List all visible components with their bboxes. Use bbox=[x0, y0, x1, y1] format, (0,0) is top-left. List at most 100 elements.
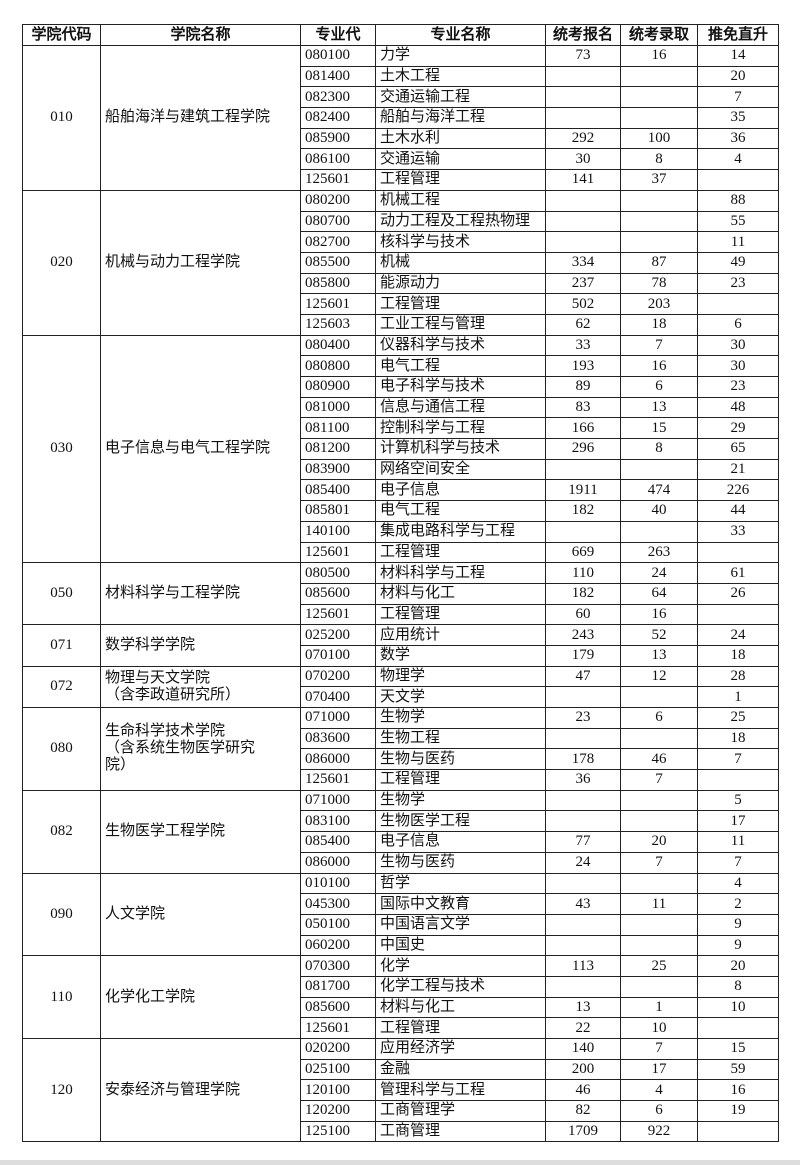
major-name: 国际中文教育 bbox=[375, 893, 546, 915]
school-name: 电子信息与电气工程学院 bbox=[100, 334, 301, 564]
exempt-admitted: 23 bbox=[697, 272, 779, 295]
header-cell: 学院名称 bbox=[100, 24, 301, 46]
major-name: 电气工程 bbox=[375, 500, 546, 522]
major-name: 工程管理 bbox=[375, 169, 546, 191]
exam-admitted: 52 bbox=[620, 624, 698, 646]
major-name: 工程管理 bbox=[375, 1017, 546, 1039]
major-name: 生物学 bbox=[375, 707, 546, 729]
major-name: 土木工程 bbox=[375, 65, 546, 88]
table-wrap: 学院代码 学院名称 专业代 专业名称 统考报名 统考录取 推免直升 010 船舶海洋与建筑工程学… bbox=[22, 24, 779, 1143]
table-row: 085801 电气工程 182 40 44 bbox=[23, 500, 779, 522]
exam-applicants: 47 bbox=[545, 665, 621, 688]
major-name: 能源动力 bbox=[375, 272, 546, 295]
exempt-admitted: 29 bbox=[697, 417, 779, 440]
table-row: 050 材料科学与工程学院 080500 材料科学与工程 110 24 61 bbox=[22, 562, 779, 626]
exam-applicants: 62 bbox=[545, 313, 621, 336]
exam-applicants bbox=[545, 520, 621, 543]
table-row: 082300 交通运输工程 7 bbox=[23, 86, 779, 109]
exam-admitted: 15 bbox=[620, 417, 698, 440]
major-name: 力学 bbox=[375, 45, 546, 67]
exam-admitted bbox=[620, 789, 698, 812]
exam-applicants: 46 bbox=[545, 1079, 621, 1102]
major-name: 生物医学工程 bbox=[375, 810, 546, 833]
exam-applicants: 30 bbox=[545, 148, 621, 171]
exam-applicants: 502 bbox=[545, 293, 621, 315]
table-row: 125601 工程管理 60 16 bbox=[23, 603, 779, 626]
exam-applicants: 73 bbox=[545, 45, 621, 67]
major-name: 电子科学与技术 bbox=[375, 376, 546, 398]
major-code: 081200 bbox=[300, 438, 376, 460]
exam-admitted bbox=[620, 810, 698, 833]
table-row: 125601 工程管理 502 203 bbox=[23, 293, 779, 315]
exam-applicants: 182 bbox=[545, 582, 621, 605]
exam-applicants: 179 bbox=[545, 644, 621, 667]
table-row: 082400 船舶与海洋工程 35 bbox=[23, 107, 779, 129]
exam-admitted: 6 bbox=[620, 376, 698, 398]
major-code: 082400 bbox=[300, 107, 376, 129]
school-code: 082 bbox=[22, 789, 101, 874]
school-name-line: （含系统生物医学研究 bbox=[105, 740, 256, 757]
table-row: 120 安泰经济与管理学院 020200 应用经济学 140 7 15 bbox=[22, 1037, 779, 1143]
exam-applicants bbox=[545, 458, 621, 481]
exempt-admitted: 33 bbox=[697, 520, 779, 543]
school-code: 010 bbox=[22, 45, 101, 191]
exempt-admitted: 36 bbox=[697, 127, 779, 150]
major-code: 060200 bbox=[300, 934, 376, 957]
exempt-admitted: 16 bbox=[697, 1079, 779, 1102]
exam-applicants: 182 bbox=[545, 500, 621, 522]
major-code: 125601 bbox=[300, 603, 376, 626]
major-code: 080800 bbox=[300, 355, 376, 377]
school-code: 030 bbox=[22, 334, 101, 564]
exempt-admitted: 7 bbox=[697, 86, 779, 109]
major-code: 085900 bbox=[300, 127, 376, 150]
exam-admitted: 7 bbox=[620, 334, 698, 357]
major-code: 125601 bbox=[300, 541, 376, 564]
major-code: 081400 bbox=[300, 65, 376, 88]
major-name: 化学 bbox=[375, 955, 546, 977]
major-code: 025100 bbox=[300, 1058, 376, 1081]
header-cell: 专业名称 bbox=[375, 24, 546, 46]
major-name: 生物与医药 bbox=[375, 748, 546, 771]
major-code: 082300 bbox=[300, 86, 376, 109]
major-name: 管理科学与工程 bbox=[375, 1079, 546, 1102]
table-row: 125100 工商管理 1709 922 bbox=[23, 1120, 779, 1143]
school-code: 071 bbox=[22, 624, 101, 667]
exempt-admitted: 10 bbox=[697, 996, 779, 1019]
school-name: 机械与动力工程学院 bbox=[100, 189, 301, 336]
major-code: 083100 bbox=[300, 810, 376, 833]
major-name: 中国史 bbox=[375, 934, 546, 957]
major-name: 交通运输工程 bbox=[375, 86, 546, 109]
major-code: 125100 bbox=[300, 1120, 376, 1143]
major-code: 085600 bbox=[300, 996, 376, 1019]
major-code: 020200 bbox=[300, 1038, 376, 1060]
exempt-admitted bbox=[697, 169, 779, 191]
major-code: 125601 bbox=[300, 293, 376, 315]
table-row: 085800 能源动力 237 78 23 bbox=[23, 272, 779, 295]
exam-applicants bbox=[545, 913, 621, 936]
exam-admitted bbox=[620, 189, 698, 212]
major-code: 125603 bbox=[300, 313, 376, 336]
exempt-admitted: 6 bbox=[697, 313, 779, 336]
table-row: 140100 集成电路科学与工程 33 bbox=[23, 520, 779, 543]
table-row: 081200 计算机科学与技术 296 8 65 bbox=[23, 438, 779, 460]
major-code: 081000 bbox=[300, 396, 376, 419]
school-code: 050 bbox=[22, 562, 101, 626]
exempt-admitted: 44 bbox=[697, 500, 779, 522]
table-row: 081700 化学工程与技术 8 bbox=[23, 975, 779, 998]
major-code: 080900 bbox=[300, 376, 376, 398]
exam-applicants: 82 bbox=[545, 1100, 621, 1122]
exam-applicants bbox=[545, 727, 621, 750]
table-row: 085600 材料与化工 13 1 10 bbox=[23, 996, 779, 1019]
major-name: 土木水利 bbox=[375, 127, 546, 150]
exempt-admitted: 49 bbox=[697, 251, 779, 274]
exempt-admitted: 11 bbox=[697, 831, 779, 853]
header-cell: 统考录取 bbox=[620, 24, 698, 46]
major-name: 工业工程与管理 bbox=[375, 313, 546, 336]
exempt-admitted: 55 bbox=[697, 210, 779, 233]
exam-admitted: 18 bbox=[620, 313, 698, 336]
major-name: 生物工程 bbox=[375, 727, 546, 750]
major-name: 信息与通信工程 bbox=[375, 396, 546, 419]
exam-applicants bbox=[545, 789, 621, 812]
exam-admitted bbox=[620, 727, 698, 750]
exam-admitted: 4 bbox=[620, 1079, 698, 1102]
